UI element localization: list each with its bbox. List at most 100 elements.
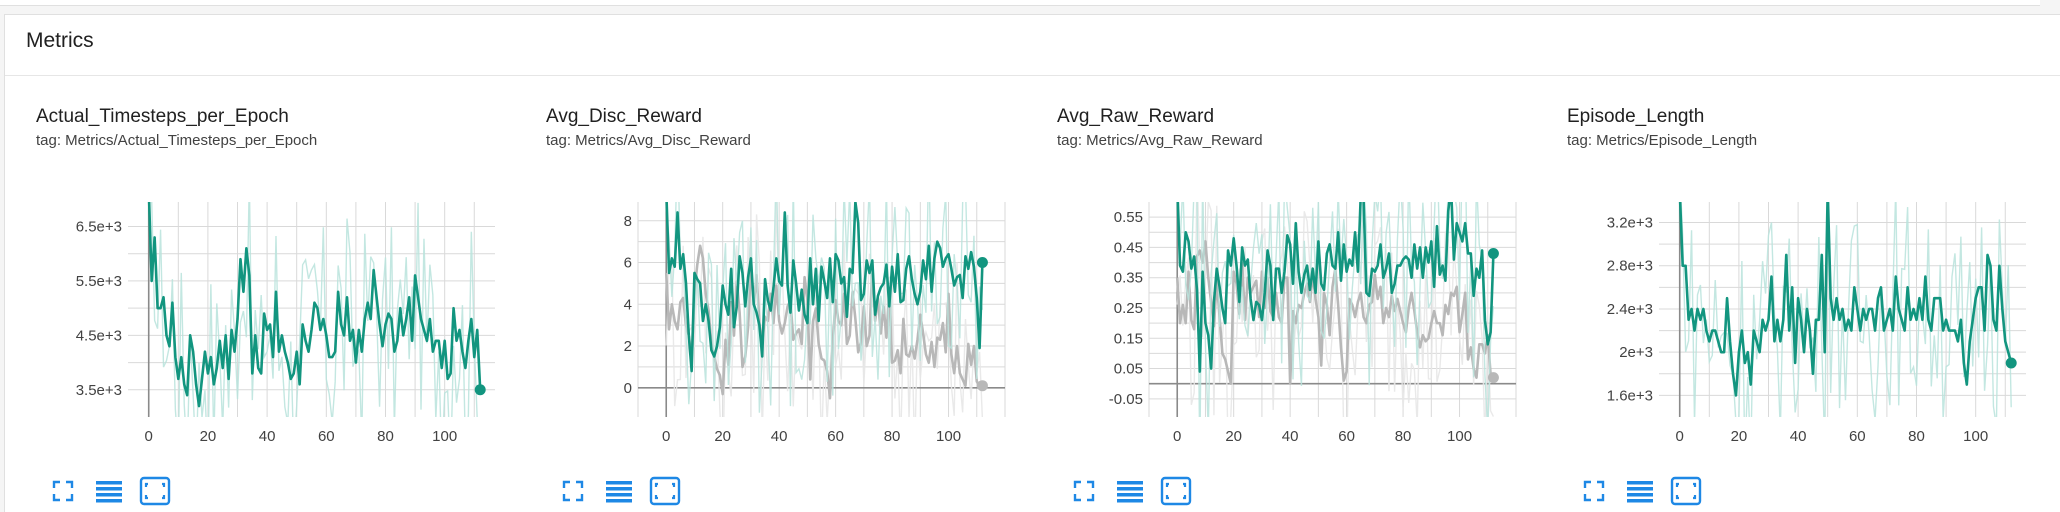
line-chart[interactable]: 0 20 40 60 80 100 1.6e+3 2e+3 2.4e+3 2.8e+3 3.2e+3 [1536, 162, 2041, 462]
fullscreen-button[interactable] [47, 475, 79, 507]
x-tick-label: 80 [1395, 428, 1412, 445]
toggle-log-scale-button[interactable] [1114, 475, 1146, 507]
y-tick-label: 6.5e+3 [76, 218, 122, 235]
x-tick-label: 100 [1963, 428, 1988, 445]
fit-domain-icon [1160, 476, 1192, 506]
y-tick-label: 2 [624, 338, 632, 355]
card-title: Actual_Timesteps_per_Epoch [36, 106, 289, 128]
x-tick-label: 100 [1447, 428, 1472, 445]
x-tick-label: 100 [432, 428, 457, 445]
card-title: Episode_Length [1567, 106, 1704, 128]
y-tick-label: 0.15 [1114, 330, 1143, 347]
card-tag: tag: Metrics/Avg_Raw_Reward [1057, 132, 1263, 149]
y-tick-label: 1.6e+3 [1607, 387, 1653, 404]
x-tick-label: 60 [1338, 428, 1355, 445]
y-tick-label: 2e+3 [1619, 344, 1653, 361]
fit-domain-button[interactable] [139, 475, 171, 507]
toggle-log-scale-icon [605, 479, 633, 503]
fullscreen-icon [1072, 479, 1096, 503]
fullscreen-icon [561, 479, 585, 503]
fullscreen-button[interactable] [1068, 475, 1100, 507]
x-tick-label: 20 [714, 428, 731, 445]
last-point-marker [2006, 357, 2017, 368]
chart-toolbar [47, 475, 185, 507]
y-tick-label: 0.25 [1114, 300, 1143, 317]
y-tick-label: 0.35 [1114, 270, 1143, 287]
x-tick-label: 40 [771, 428, 788, 445]
x-tick-label: 100 [936, 428, 961, 445]
line-chart[interactable]: 0 20 40 60 80 100 0 2 4 6 8 [515, 162, 1020, 462]
y-tick-label: 3.5e+3 [76, 382, 122, 399]
last-point-marker [1488, 248, 1499, 259]
y-tick-label: 0.45 [1114, 239, 1143, 256]
x-tick-label: 20 [200, 428, 217, 445]
fit-domain-icon [649, 476, 681, 506]
y-tick-label: 0.05 [1114, 361, 1143, 378]
last-point-marker [1488, 372, 1499, 383]
x-tick-label: 80 [884, 428, 901, 445]
y-tick-label: -0.05 [1109, 391, 1143, 408]
x-tick-label: 0 [662, 428, 670, 445]
toggle-log-scale-button[interactable] [93, 475, 125, 507]
chart-toolbar [1578, 475, 1716, 507]
y-tick-label: 0.55 [1114, 209, 1143, 226]
x-tick-label: 20 [1225, 428, 1242, 445]
section-header[interactable]: Metrics [5, 15, 2060, 76]
fullscreen-icon [51, 479, 75, 503]
fit-domain-icon [139, 476, 171, 506]
fit-domain-button[interactable] [1160, 475, 1192, 507]
y-tick-label: 4 [624, 296, 632, 313]
card-tag: tag: Metrics/Episode_Length [1567, 132, 1757, 149]
fit-domain-icon [1670, 476, 1702, 506]
plot-area [1177, 141, 1493, 460]
toggle-log-scale-button[interactable] [1624, 475, 1656, 507]
x-tick-label: 40 [1790, 428, 1807, 445]
y-tick-label: 2.4e+3 [1607, 301, 1653, 318]
toggle-log-scale-button[interactable] [603, 475, 635, 507]
toggle-log-scale-icon [1116, 479, 1144, 503]
fit-domain-button[interactable] [1670, 475, 1702, 507]
x-tick-label: 60 [827, 428, 844, 445]
chart-toolbar [557, 475, 695, 507]
card-tag: tag: Metrics/Actual_Timesteps_per_Epoch [36, 132, 317, 149]
line-chart[interactable]: 0 20 40 60 80 100 3.5e+3 4.5e+3 5.5e+3 6.5e+3 [5, 162, 510, 462]
y-tick-label: 6 [624, 255, 632, 272]
raw-series-line [149, 113, 480, 467]
x-tick-label: 40 [259, 428, 276, 445]
plot-area [1680, 168, 2011, 460]
chart-card-avg-raw-reward: Avg_Raw_Reward tag: Metrics/Avg_Raw_Rewa… [1026, 90, 1531, 512]
card-tag: tag: Metrics/Avg_Disc_Reward [546, 132, 751, 149]
card-title: Avg_Disc_Reward [546, 106, 702, 128]
plot-area [149, 113, 480, 467]
fullscreen-button[interactable] [557, 475, 589, 507]
section-title: Metrics [26, 29, 94, 53]
card-title: Avg_Raw_Reward [1057, 106, 1214, 128]
plot-area [666, 142, 982, 476]
x-tick-label: 0 [1173, 428, 1181, 445]
y-tick-label: 0 [624, 380, 632, 397]
fullscreen-button[interactable] [1578, 475, 1610, 507]
chart-card-avg-disc-reward: Avg_Disc_Reward tag: Metrics/Avg_Disc_Re… [515, 90, 1020, 512]
last-point-marker [977, 380, 988, 391]
x-tick-label: 80 [1908, 428, 1925, 445]
x-tick-label: 40 [1282, 428, 1299, 445]
y-tick-label: 2.8e+3 [1607, 258, 1653, 275]
x-tick-label: 80 [377, 428, 394, 445]
fit-domain-button[interactable] [649, 475, 681, 507]
toggle-log-scale-icon [95, 479, 123, 503]
chart-card-actual-timesteps: Actual_Timesteps_per_Epoch tag: Metrics/… [5, 90, 510, 512]
x-tick-label: 60 [1849, 428, 1866, 445]
last-point-marker [977, 257, 988, 268]
line-chart[interactable]: 0 20 40 60 80 100 -0.05 0.05 0.15 0.25 0.35 0.45 0.5… [1026, 162, 1531, 462]
x-tick-label: 0 [145, 428, 153, 445]
x-tick-label: 0 [1676, 428, 1684, 445]
y-tick-label: 4.5e+3 [76, 327, 122, 344]
y-tick-label: 3.2e+3 [1607, 215, 1653, 232]
x-tick-label: 60 [318, 428, 335, 445]
toggle-log-scale-icon [1626, 479, 1654, 503]
metrics-section: Metrics Actual_Timesteps_per_Epoch tag: … [4, 14, 2060, 512]
top-strip [0, 0, 2040, 6]
chart-toolbar [1068, 475, 1206, 507]
y-tick-label: 5.5e+3 [76, 273, 122, 290]
y-tick-label: 8 [624, 213, 632, 230]
